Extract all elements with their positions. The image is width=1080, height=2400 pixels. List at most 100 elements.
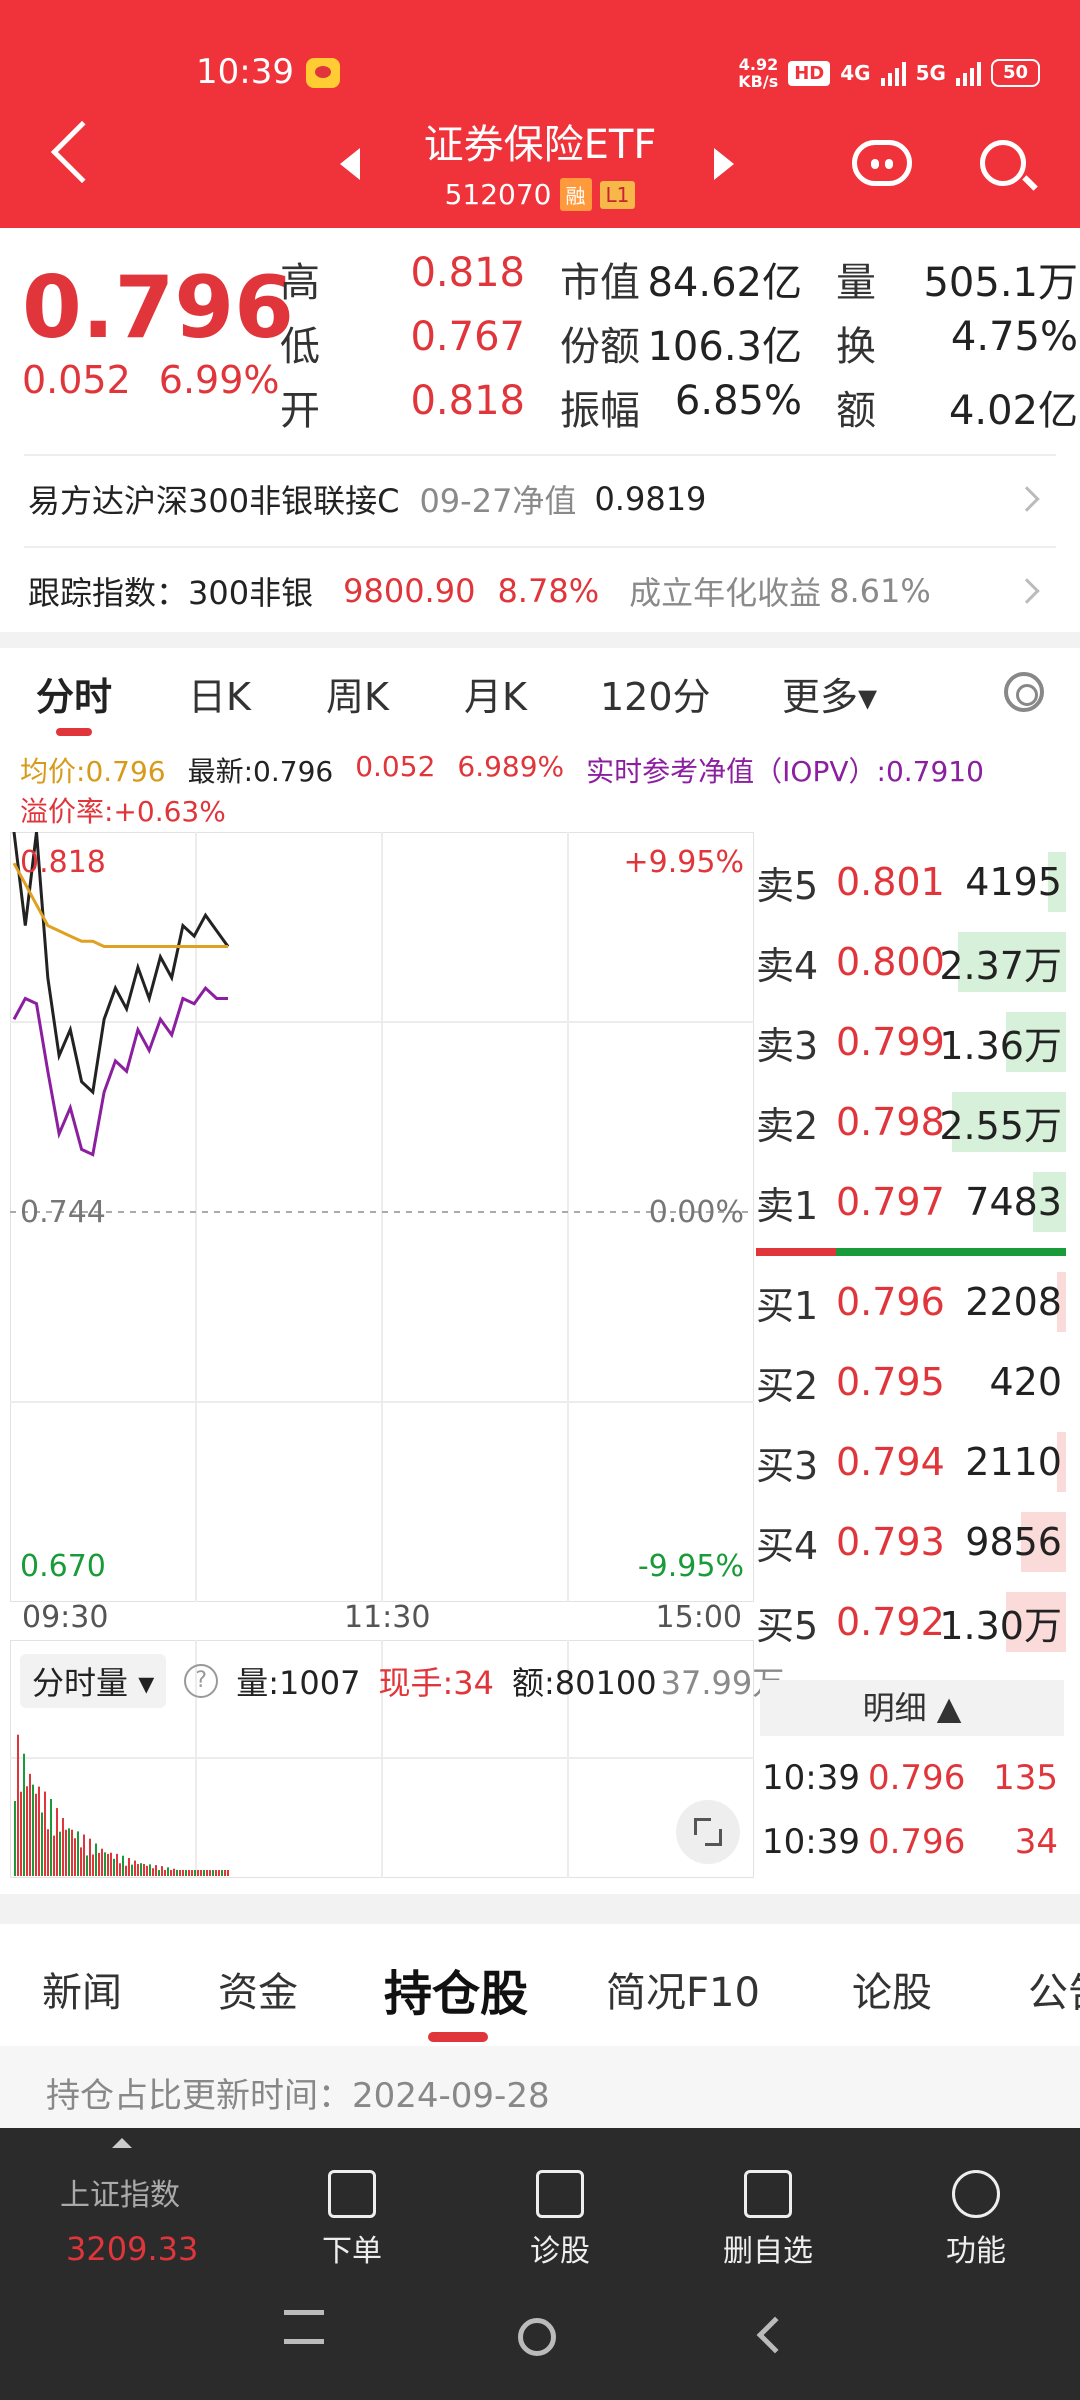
app-header: 10:39 4.92 KB/s HD 4G 5G 50 证券保险ETF 51207… bbox=[0, 0, 1080, 228]
trade-row: 10:39 0.796 135 bbox=[762, 1758, 1058, 1798]
level-label: 买4 bbox=[756, 1523, 819, 1568]
tab-monthly-k[interactable]: 月K bbox=[464, 675, 527, 719]
level-volume: 420 bbox=[989, 1360, 1062, 1404]
home-nav-icon[interactable] bbox=[518, 2318, 556, 2356]
level-label: 买3 bbox=[756, 1443, 819, 1488]
depth-bar bbox=[958, 932, 1066, 992]
level-price: 0.797 bbox=[836, 1180, 945, 1224]
stat-turnover-label: 换 bbox=[836, 324, 876, 370]
tab-more[interactable]: 更多▾ bbox=[782, 675, 878, 719]
expand-up-icon[interactable] bbox=[112, 2138, 132, 2148]
volume-bar bbox=[164, 1870, 166, 1876]
depth-bar bbox=[1057, 1272, 1066, 1332]
current-price: 0.796 bbox=[22, 258, 295, 358]
prev-stock-icon[interactable] bbox=[340, 148, 360, 180]
volume-bar bbox=[227, 1870, 229, 1876]
ask-row[interactable]: 卖2 0.798 2.55万 bbox=[756, 1082, 1066, 1162]
next-stock-icon[interactable] bbox=[714, 148, 734, 180]
bid-row[interactable]: 买5 0.792 1.30万 bbox=[756, 1582, 1066, 1662]
volume-bar bbox=[182, 1869, 184, 1876]
tab-funds[interactable]: 资金 bbox=[218, 1970, 298, 2016]
intraday-chart[interactable]: 0.818 +9.95% 0.744 0.00% 0.670 -9.95% bbox=[10, 832, 754, 1602]
ask-row[interactable]: 卖5 0.801 4195 bbox=[756, 842, 1066, 922]
level-price: 0.794 bbox=[836, 1440, 945, 1484]
volume-bar bbox=[20, 1791, 22, 1876]
latest-price: 最新:0.796 bbox=[187, 755, 334, 788]
tracking-index-row[interactable]: 跟踪指数： 300非银 9800.90 8.78% 成立年化收益 8.61% bbox=[28, 568, 1058, 614]
level-label: 卖3 bbox=[756, 1023, 819, 1068]
volume-bar bbox=[221, 1870, 223, 1876]
time-close: 15:00 bbox=[655, 1600, 742, 1635]
tab-discussion[interactable]: 论股 bbox=[852, 1970, 932, 2016]
index-ticker-value[interactable]: 3209.33 bbox=[66, 2230, 199, 2268]
avg-price: 均价:0.796 bbox=[20, 755, 166, 788]
volume-bar bbox=[152, 1868, 154, 1876]
robot-icon[interactable] bbox=[852, 140, 912, 186]
tab-intraday[interactable]: 分时 bbox=[36, 675, 113, 719]
level-volume: 4195 bbox=[965, 860, 1062, 904]
volume-bar bbox=[218, 1870, 220, 1876]
volume-bar bbox=[119, 1863, 121, 1876]
volume-bar bbox=[98, 1852, 100, 1876]
volume-bar bbox=[65, 1829, 67, 1876]
stat-high-value: 0.818 bbox=[410, 250, 525, 296]
search-icon[interactable] bbox=[980, 140, 1026, 186]
detail-toggle[interactable]: 明细 ▲ bbox=[760, 1680, 1064, 1736]
bid-row[interactable]: 买1 0.796 2208 bbox=[756, 1262, 1066, 1342]
volume-dropdown[interactable]: 分时量 ▾ bbox=[20, 1654, 167, 1708]
volume-bar bbox=[32, 1784, 34, 1876]
signal-icon bbox=[880, 60, 906, 86]
tab-f10[interactable]: 简况F10 bbox=[606, 1970, 760, 2016]
stat-low-label: 低 bbox=[280, 324, 320, 370]
expand-icon[interactable] bbox=[676, 1800, 740, 1864]
bid-row[interactable]: 买2 0.795 420 bbox=[756, 1342, 1066, 1422]
settings-icon[interactable] bbox=[1004, 672, 1044, 712]
tab-news[interactable]: 新闻 bbox=[42, 1970, 122, 2016]
remove-watchlist-button[interactable]: 删自选 bbox=[678, 2170, 858, 2270]
stat-amplitude-label: 振幅 bbox=[560, 388, 640, 434]
tab-weekly-k[interactable]: 周K bbox=[326, 675, 389, 719]
tab-holdings[interactable]: 持仓股 bbox=[384, 1966, 529, 2022]
stat-mktcap-value: 84.62亿 bbox=[647, 260, 802, 306]
stat-open-value: 0.818 bbox=[410, 378, 525, 424]
volume-bar bbox=[62, 1818, 64, 1876]
volume-bar bbox=[200, 1870, 202, 1876]
annual-value: 8.61% bbox=[829, 572, 931, 610]
diagnose-button[interactable]: 诊股 bbox=[470, 2170, 650, 2270]
tab-daily-k[interactable]: 日K bbox=[188, 675, 251, 719]
help-icon[interactable]: ? bbox=[184, 1664, 219, 1698]
volume-chart[interactable] bbox=[10, 1640, 754, 1878]
functions-button[interactable]: 功能 bbox=[886, 2170, 1066, 2270]
trade-row: 10:39 0.796 34 bbox=[762, 1822, 1058, 1862]
volume-bar bbox=[146, 1865, 148, 1876]
stat-amount-label: 额 bbox=[836, 388, 876, 434]
order-button[interactable]: 下单 bbox=[262, 2170, 442, 2270]
level-label: 卖4 bbox=[756, 943, 819, 988]
volume-bar bbox=[77, 1831, 79, 1876]
divider bbox=[24, 546, 1056, 548]
volume-bar bbox=[92, 1854, 94, 1876]
back-icon[interactable] bbox=[50, 120, 114, 184]
menu-nav-icon[interactable] bbox=[284, 2310, 324, 2344]
stat-amplitude-value: 6.85% bbox=[674, 378, 802, 424]
holdings-update-time: 持仓占比更新时间：2024-09-28 bbox=[0, 2046, 1080, 2128]
depth-bar bbox=[1006, 1012, 1066, 1072]
level-price: 0.796 bbox=[836, 1280, 945, 1324]
volume-bar bbox=[44, 1791, 46, 1876]
ask-row[interactable]: 卖4 0.800 2.37万 bbox=[756, 922, 1066, 1002]
tab-120min[interactable]: 120分 bbox=[600, 675, 711, 719]
bid-row[interactable]: 买3 0.794 2110 bbox=[756, 1422, 1066, 1502]
linked-fund-row[interactable]: 易方达沪深300非银联接C 09-27净值 0.9819 bbox=[28, 476, 1058, 522]
bid-row[interactable]: 买4 0.793 9856 bbox=[756, 1502, 1066, 1582]
ask-row[interactable]: 卖3 0.799 1.36万 bbox=[756, 1002, 1066, 1082]
index-ticker-name[interactable]: 上证指数 bbox=[60, 2178, 180, 2213]
tab-announcement[interactable]: 公告 bbox=[1028, 1970, 1080, 2016]
ask-row[interactable]: 卖1 0.797 7483 bbox=[756, 1162, 1066, 1242]
chevron-right-icon bbox=[1014, 486, 1040, 512]
level-tag: L1 bbox=[599, 180, 636, 209]
volume-bar bbox=[191, 1870, 193, 1876]
status-network: 4.92 KB/s HD 4G 5G 50 bbox=[738, 56, 1040, 90]
volume-bar bbox=[116, 1853, 118, 1876]
volume-value: 量:1007 bbox=[236, 1664, 361, 1702]
level-label: 买2 bbox=[756, 1363, 819, 1408]
